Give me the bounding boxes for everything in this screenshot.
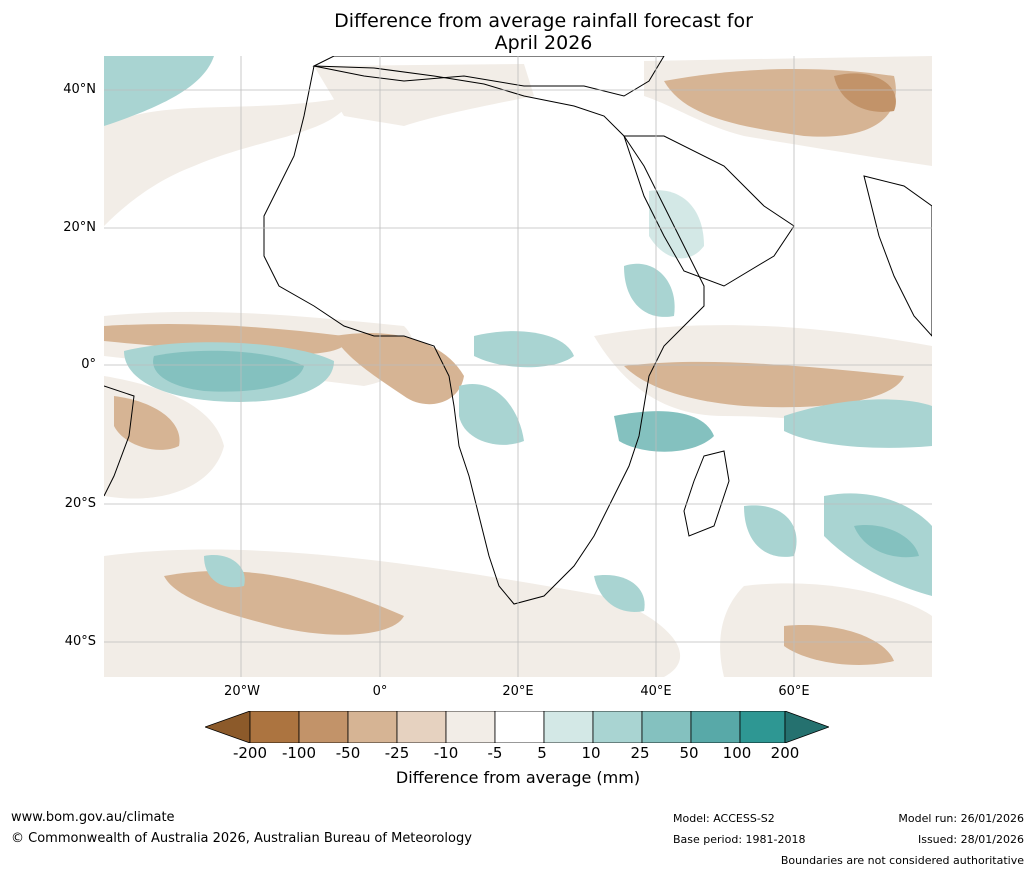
title-line-2: April 2026 (494, 32, 593, 54)
rainfall-anomaly-map (104, 56, 932, 677)
dry-region-north-atlantic (104, 96, 354, 226)
dry-region-equatorial-band (104, 324, 347, 355)
issued-text: Issued: 28/01/2026 (917, 833, 1024, 846)
south-america-outline (104, 385, 135, 497)
colorbar-segment-3 (347, 711, 398, 743)
colorbar-segment-5 (445, 711, 496, 743)
lat-label-40n: 40°N (63, 82, 96, 97)
lon-label-40e: 40°E (640, 684, 672, 699)
wet-region-madagascar-east (744, 505, 797, 557)
dry-region-caspian (834, 73, 896, 112)
colorbar-segment-2 (298, 711, 349, 743)
colorbar-segment-6 (494, 711, 545, 743)
colorbar-tick: -100 (281, 744, 317, 762)
colorbar-tick: -10 (433, 744, 459, 762)
lon-label-0: 0° (372, 684, 388, 699)
colorbar-segment-0 (205, 711, 251, 743)
lon-label-60e: 60°E (778, 684, 810, 699)
europe-outline (312, 56, 665, 97)
wet-region-equatorial-core (153, 350, 304, 392)
colorbar-segment-4 (396, 711, 447, 743)
title-line-1: Difference from average rainfall forecas… (334, 10, 753, 32)
dry-region-indian-ocean-core (624, 361, 904, 408)
colorbar-tick: 100 (722, 744, 752, 762)
wet-anomaly-regions (104, 56, 932, 612)
wet-region-arabia (649, 190, 704, 259)
colorbar (205, 711, 829, 743)
dry-region-mediterranean (314, 64, 534, 126)
dry-region-gulf-of-guinea (334, 332, 464, 405)
model-run-text: Model run: 26/01/2026 (898, 812, 1024, 825)
copyright-text: © Commonwealth of Australia 2026, Austra… (11, 831, 472, 846)
lat-label-40s: 40°S (64, 634, 96, 649)
colorbar-segment-12 (784, 711, 829, 743)
lat-label-20s: 20°S (64, 496, 96, 511)
gridlines (104, 56, 932, 677)
colorbar-tick: 50 (679, 744, 699, 762)
colorbar-tick: 200 (770, 744, 800, 762)
wet-region-congo (474, 331, 574, 368)
dry-region-southern-indian-core (784, 625, 894, 666)
wet-region-angola (459, 384, 524, 445)
colorbar-tick: -50 (335, 744, 361, 762)
wet-region-indian-ocean (784, 399, 932, 448)
colorbar-segment-8 (592, 711, 643, 743)
disclaimer-text: Boundaries are not considered authoritat… (780, 854, 1024, 867)
colorbar-segment-9 (641, 711, 692, 743)
india-outline (863, 175, 932, 337)
wet-region-north-atlantic (104, 56, 214, 126)
wet-region-south-africa-east (594, 575, 645, 612)
base-period-text: Base period: 1981-2018 (673, 833, 806, 846)
map-canvas (104, 56, 932, 677)
colorbar-label: Difference from average (mm) (395, 768, 641, 787)
colorbar-tick: -5 (487, 744, 503, 762)
lat-label-0: 0° (81, 357, 96, 372)
colorbar-segment-1 (249, 711, 300, 743)
website-link[interactable]: www.bom.gov.au/climate (11, 810, 175, 825)
dry-region-southern-ocean-core (164, 570, 404, 635)
colorbar-segment-7 (543, 711, 594, 743)
wet-region-south-atlantic (204, 555, 245, 588)
colorbar-tick: 5 (537, 744, 547, 762)
wet-region-south-indian-core (854, 525, 919, 558)
colorbar-tick: 25 (630, 744, 650, 762)
arabian-peninsula-outline (623, 135, 795, 287)
dry-region-south-atlantic-core (114, 396, 180, 450)
wet-region-ethiopia (624, 263, 675, 317)
lon-label-20e: 20°E (502, 684, 534, 699)
colorbar-segment-11 (739, 711, 786, 743)
lon-label-20w: 20°W (224, 684, 260, 699)
colorbar-tick: 10 (581, 744, 601, 762)
colorbar-segment-10 (690, 711, 741, 743)
colorbar-tick: -200 (232, 744, 268, 762)
lat-label-20n: 20°N (63, 220, 96, 235)
chart-title: Difference from average rainfall forecas… (0, 10, 1035, 54)
wet-region-mozambique-channel (614, 411, 714, 452)
model-text: Model: ACCESS-S2 (673, 812, 775, 825)
madagascar-outline (683, 450, 730, 537)
colorbar-tick: -25 (384, 744, 410, 762)
